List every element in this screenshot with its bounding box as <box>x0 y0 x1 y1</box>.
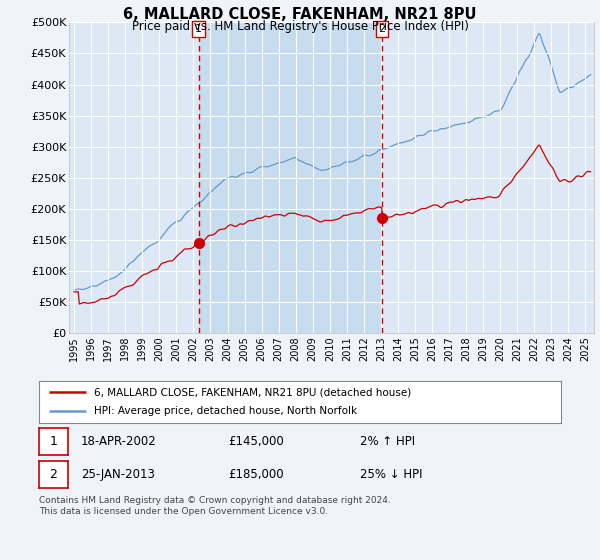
Text: £185,000: £185,000 <box>228 468 284 481</box>
Text: 2: 2 <box>49 468 58 481</box>
Text: 25-JAN-2013: 25-JAN-2013 <box>81 468 155 481</box>
Text: 6, MALLARD CLOSE, FAKENHAM, NR21 8PU (detached house): 6, MALLARD CLOSE, FAKENHAM, NR21 8PU (de… <box>94 387 411 397</box>
Text: 6, MALLARD CLOSE, FAKENHAM, NR21 8PU: 6, MALLARD CLOSE, FAKENHAM, NR21 8PU <box>123 7 477 22</box>
Text: 25% ↓ HPI: 25% ↓ HPI <box>360 468 422 481</box>
Text: 2: 2 <box>379 24 386 34</box>
Text: Price paid vs. HM Land Registry's House Price Index (HPI): Price paid vs. HM Land Registry's House … <box>131 20 469 32</box>
Text: 1: 1 <box>195 24 202 34</box>
Text: £145,000: £145,000 <box>228 435 284 449</box>
Text: HPI: Average price, detached house, North Norfolk: HPI: Average price, detached house, Nort… <box>94 407 357 417</box>
Text: 1: 1 <box>49 435 58 449</box>
Text: Contains HM Land Registry data © Crown copyright and database right 2024.
This d: Contains HM Land Registry data © Crown c… <box>39 496 391 516</box>
Text: 2% ↑ HPI: 2% ↑ HPI <box>360 435 415 449</box>
Bar <box>199 22 382 333</box>
Text: 18-APR-2002: 18-APR-2002 <box>81 435 157 449</box>
